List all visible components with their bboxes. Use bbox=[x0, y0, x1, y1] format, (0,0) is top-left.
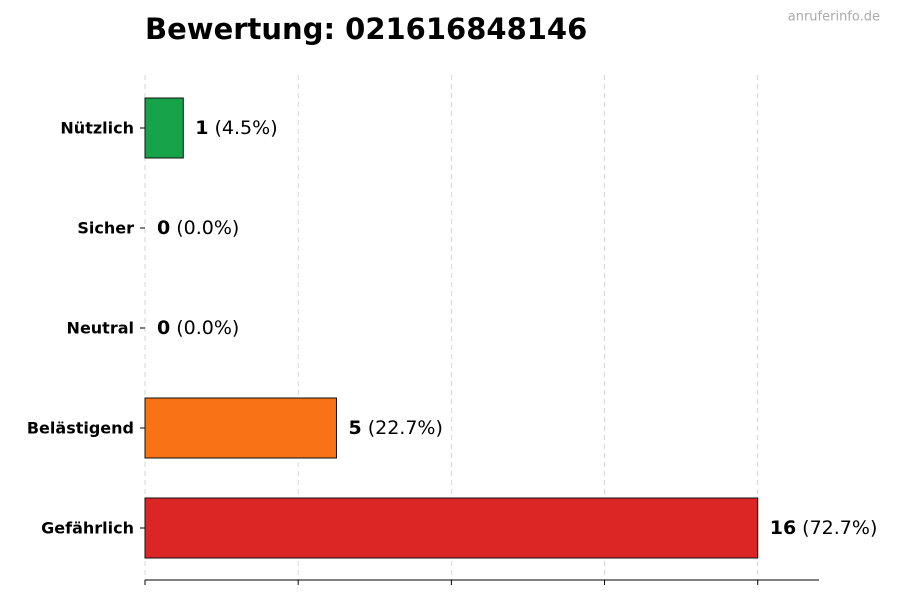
y-tick-label: Neutral bbox=[67, 319, 134, 338]
bar bbox=[144, 497, 759, 559]
data-label: 5 (22.7%) bbox=[348, 417, 442, 439]
y-tick-label: Nützlich bbox=[60, 119, 134, 138]
value-label: 5 bbox=[348, 417, 361, 439]
share-label: (22.7%) bbox=[368, 417, 443, 439]
chart-title: Bewertung: 021616848146 bbox=[145, 12, 587, 46]
y-tick-label: Sicher bbox=[77, 219, 134, 238]
value-label: 1 bbox=[195, 117, 208, 139]
share-label: (72.7%) bbox=[802, 517, 877, 539]
data-label: 0 (0.0%) bbox=[157, 217, 239, 239]
watermark: anruferinfo.de bbox=[788, 10, 880, 25]
bar bbox=[144, 97, 184, 159]
share-label: (0.0%) bbox=[176, 217, 239, 239]
value-label: 16 bbox=[770, 517, 796, 539]
y-tick-label: Belästigend bbox=[27, 419, 134, 438]
share-label: (4.5%) bbox=[215, 117, 278, 139]
y-tick-label: Gefährlich bbox=[41, 519, 134, 538]
share-label: (0.0%) bbox=[176, 317, 239, 339]
data-label: 1 (4.5%) bbox=[195, 117, 277, 139]
data-label: 0 (0.0%) bbox=[157, 317, 239, 339]
value-label: 0 bbox=[157, 217, 170, 239]
bar bbox=[144, 397, 337, 459]
data-label: 16 (72.7%) bbox=[770, 517, 878, 539]
value-label: 0 bbox=[157, 317, 170, 339]
